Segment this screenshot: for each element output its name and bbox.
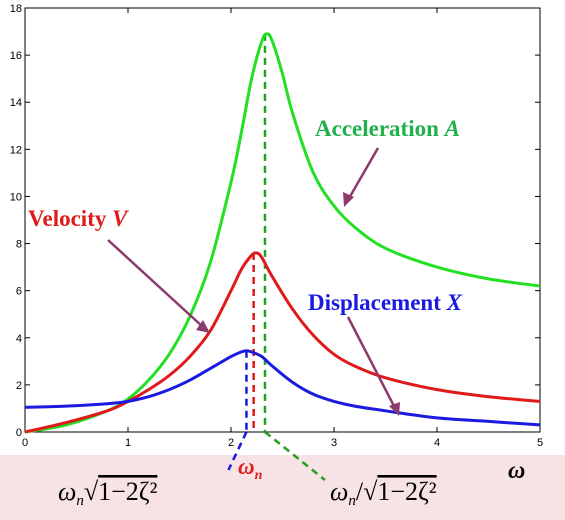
annotation-displacement-var: X bbox=[446, 290, 463, 315]
annotation-velocity-arrow bbox=[107, 239, 204, 328]
x-tick-label: 0 bbox=[22, 437, 28, 449]
y-tick-label: 16 bbox=[10, 50, 22, 62]
annotation-displacement-main: Displacement bbox=[308, 290, 447, 315]
series-line-acceleration-a bbox=[24, 32, 541, 434]
y-tick-label: 14 bbox=[10, 97, 22, 109]
series-line-displacement-x bbox=[24, 349, 541, 427]
series-lines bbox=[24, 32, 541, 434]
y-tick-label: 6 bbox=[16, 286, 22, 298]
annotation-acceleration-arrow bbox=[346, 147, 380, 201]
annotation-acceleration-arrowhead bbox=[343, 192, 354, 207]
y-tick-label: 12 bbox=[10, 144, 22, 156]
annotation-velocity: Velocity V bbox=[28, 206, 129, 231]
label-omega-n-over-sqrt: ωn/√1−2ζ² bbox=[330, 477, 437, 509]
y-tick-label: 4 bbox=[16, 333, 22, 345]
x-tick-label: 4 bbox=[434, 437, 440, 449]
annotation-acceleration-var: A bbox=[443, 116, 460, 141]
annotation-displacement: Displacement X bbox=[308, 290, 463, 315]
annotations: Acceleration A Velocity V Displacement X bbox=[28, 116, 463, 416]
omega-labels: ωn√1−2ζ² ωn ωn/√1−2ζ² ω bbox=[58, 454, 525, 509]
x-tick-label: 1 bbox=[125, 437, 131, 449]
x-tick-label: 5 bbox=[537, 437, 543, 449]
annotation-velocity-main: Velocity bbox=[28, 206, 112, 231]
label-omega-n-sqrt: ωn√1−2ζ² bbox=[58, 477, 158, 509]
series-line-velocity-v bbox=[24, 251, 541, 434]
x-tick-label: 2 bbox=[228, 437, 234, 449]
y-tick-label: 8 bbox=[16, 239, 22, 251]
y-tick-label: 2 bbox=[16, 380, 22, 392]
x-axis-label: ω bbox=[508, 458, 525, 484]
label-omega-n: ωn bbox=[238, 454, 263, 483]
annotation-displacement-arrow bbox=[346, 316, 397, 409]
annotation-acceleration: Acceleration A bbox=[315, 116, 460, 141]
reference-leader bbox=[264, 431, 326, 481]
y-tick-label: 0 bbox=[16, 427, 22, 439]
y-tick-label: 10 bbox=[10, 191, 22, 203]
annotation-velocity-arrowhead bbox=[196, 320, 210, 333]
annotation-displacement-arrowhead bbox=[389, 402, 400, 416]
annotation-velocity-var: V bbox=[112, 206, 129, 231]
plot-frame bbox=[24, 7, 541, 433]
annotation-acceleration-main: Acceleration bbox=[315, 116, 445, 141]
y-tick-label: 18 bbox=[10, 3, 22, 15]
reference-lines bbox=[227, 33, 326, 481]
x-tick-label: 3 bbox=[331, 437, 337, 449]
